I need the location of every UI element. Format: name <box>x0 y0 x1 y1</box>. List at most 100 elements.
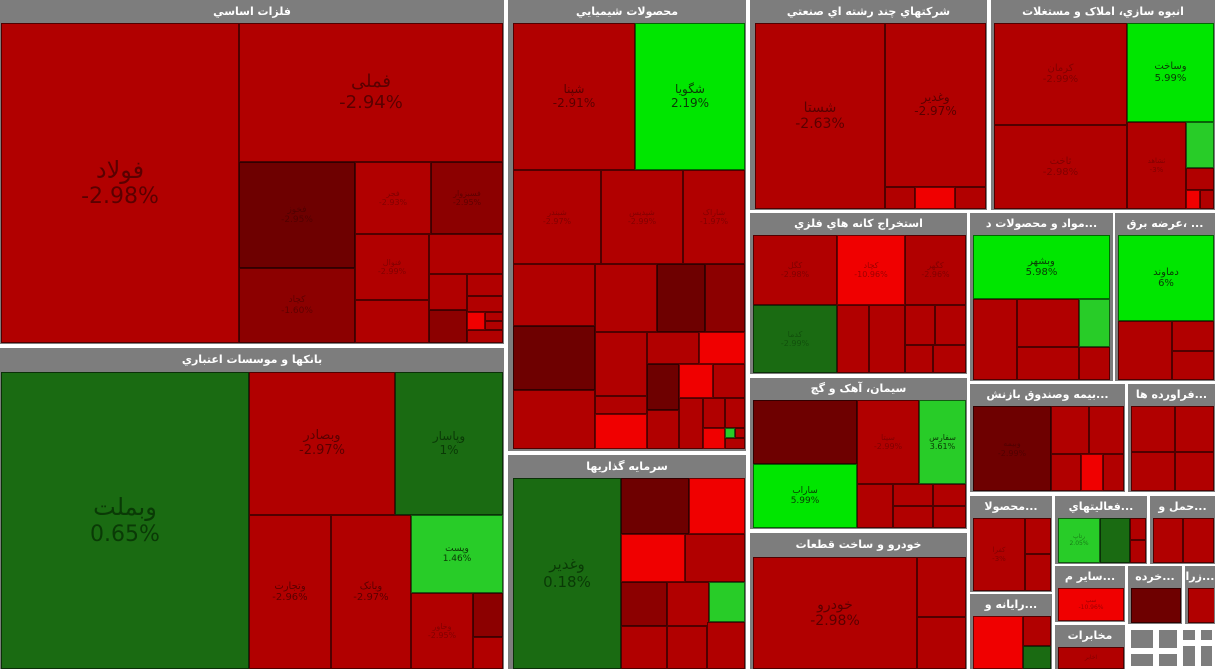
stock-tile[interactable] <box>1025 518 1051 554</box>
stock-tile[interactable] <box>1131 406 1175 452</box>
stock-tile[interactable] <box>595 332 647 396</box>
stock-tile[interactable] <box>1188 588 1214 623</box>
stock-tile[interactable] <box>513 264 595 326</box>
stock-tile[interactable] <box>1079 299 1110 347</box>
stock-tile[interactable] <box>1175 406 1214 452</box>
stock-tile[interactable] <box>699 332 745 364</box>
stock-tile[interactable] <box>1156 627 1180 651</box>
stock-tile-vsakht[interactable]: وساخت 5.99% <box>1127 23 1214 122</box>
sector-telecom[interactable]: مخابرات اخابر <box>1055 625 1125 669</box>
stock-tile[interactable] <box>1081 454 1103 491</box>
stock-tile[interactable]: کرمان -2.99% <box>994 23 1127 125</box>
stock-tile[interactable] <box>709 582 745 622</box>
sector-multi-industry[interactable]: شرکتهاي چند رشته اي صنعتي شستا -2.63% وغ… <box>750 0 987 210</box>
stock-tile[interactable] <box>705 264 745 332</box>
stock-tile[interactable] <box>933 484 966 506</box>
stock-tile[interactable] <box>467 330 503 343</box>
stock-tile[interactable]: وبیمه -2.99% <box>973 406 1051 491</box>
stock-tile[interactable]: کفرا -3% <box>973 518 1025 591</box>
sector-investments[interactable]: سرمايه گذاريها وغدیر 0.18% <box>508 455 746 669</box>
stock-tile-dmavand[interactable]: دماوند 6% <box>1118 235 1214 321</box>
stock-tile[interactable]: سیتا -2.99% <box>857 400 919 484</box>
stock-tile-vpost[interactable]: وپست 1.46% <box>411 515 503 593</box>
stock-tile[interactable] <box>1017 299 1079 347</box>
stock-tile[interactable] <box>893 484 933 506</box>
stock-tile[interactable] <box>735 428 745 438</box>
stock-tile[interactable] <box>513 326 595 390</box>
stock-tile[interactable] <box>893 506 933 528</box>
stock-tile[interactable] <box>753 400 857 464</box>
stock-tile[interactable] <box>1051 406 1089 454</box>
stock-tile[interactable] <box>621 478 689 534</box>
stock-tile[interactable] <box>1130 540 1146 563</box>
stock-tile[interactable] <box>1131 452 1175 491</box>
stock-tile[interactable] <box>467 274 503 296</box>
stock-tile[interactable] <box>1051 454 1081 491</box>
stock-tile[interactable] <box>1089 406 1124 454</box>
stock-tile[interactable] <box>513 390 595 449</box>
stock-tile-vbsader[interactable]: وبصادر -2.97% <box>249 372 395 515</box>
stock-tile[interactable] <box>1175 452 1214 491</box>
stock-tile[interactable] <box>1198 627 1215 643</box>
stock-tile[interactable] <box>1172 351 1214 380</box>
stock-tile[interactable] <box>933 345 966 373</box>
stock-tile[interactable] <box>1172 321 1214 351</box>
sector-retail[interactable]: خرده... <box>1128 566 1182 624</box>
stock-tile[interactable] <box>1025 554 1051 591</box>
stock-tile[interactable] <box>915 187 955 209</box>
sector-small-group[interactable] <box>1128 627 1215 669</box>
stock-tile[interactable]: شاراک -1.97% <box>683 170 745 264</box>
stock-tile[interactable]: کدما -2.99% <box>753 305 837 373</box>
stock-tile[interactable] <box>725 438 745 449</box>
stock-tile[interactable] <box>647 364 679 410</box>
stock-tile[interactable]: ثاخت -2.98% <box>994 125 1127 209</box>
stock-tile-fameli[interactable]: فملی -2.94% <box>239 23 503 162</box>
stock-tile[interactable] <box>473 637 503 669</box>
stock-tile[interactable] <box>621 582 667 626</box>
stock-tile-vpasar[interactable]: وپاسار 1% <box>395 372 503 515</box>
stock-tile[interactable]: کگهر -2.96% <box>905 235 966 305</box>
stock-tile[interactable] <box>917 617 966 669</box>
stock-tile[interactable] <box>869 305 905 373</box>
stock-tile-foolad[interactable]: فولاد -2.98% <box>1 23 239 343</box>
sector-construction[interactable]: انبوه سازي، املاک و مستغلات کرمان -2.99%… <box>991 0 1215 210</box>
stock-tile[interactable] <box>1200 190 1214 209</box>
sector-chemicals[interactable]: محصولات شيميايي شپنا -2.91% شگویا 2.19% … <box>508 0 746 451</box>
stock-tile[interactable] <box>917 557 966 617</box>
stock-tile[interactable]: ثشاهد -3% <box>1127 122 1186 209</box>
stock-tile[interactable]: فسبزوار -2.95% <box>431 162 503 234</box>
stock-tile[interactable] <box>837 305 869 373</box>
stock-tile[interactable] <box>473 593 503 637</box>
sector-products[interactable]: محصولا... کفرا -3% <box>970 496 1052 592</box>
stock-tile[interactable] <box>905 345 933 373</box>
stock-tile-vtjarat[interactable]: وتجارت -2.96% <box>249 515 331 669</box>
stock-tile[interactable] <box>1128 627 1156 651</box>
stock-tile[interactable] <box>1079 347 1110 380</box>
stock-tile[interactable] <box>595 264 657 332</box>
sector-computer[interactable]: رايانه و... <box>970 594 1052 669</box>
stock-tile[interactable] <box>905 305 935 345</box>
stock-tile[interactable] <box>1131 588 1181 623</box>
stock-tile[interactable] <box>973 299 1017 380</box>
stock-tile-vghadir[interactable]: وغدیر 0.18% <box>513 478 621 669</box>
stock-tile[interactable] <box>467 296 503 312</box>
sector-metal-ore-mining[interactable]: استخراج کانه هاي فلزي کگل -2.98% کچاد -1… <box>750 213 967 374</box>
stock-tile[interactable]: فخوز -2.95% <box>239 162 355 268</box>
stock-tile[interactable] <box>973 616 1023 669</box>
sector-activities[interactable]: فعاليتهاي... رتاپ 2.05% <box>1055 496 1147 564</box>
stock-tile[interactable] <box>1198 643 1215 669</box>
stock-tile[interactable] <box>1100 518 1130 563</box>
stock-tile[interactable] <box>885 187 915 209</box>
stock-tile[interactable] <box>1180 627 1198 643</box>
stock-tile[interactable] <box>647 410 679 449</box>
stock-tile[interactable] <box>429 274 467 310</box>
stock-tile-sfars[interactable]: سفارس 3.61% <box>919 400 966 484</box>
stock-tile[interactable] <box>857 484 893 528</box>
stock-tile[interactable] <box>429 234 503 274</box>
stock-tile-vbeshehr[interactable]: وبشهر 5.98% <box>973 235 1110 299</box>
sector-power-supply[interactable]: عرضه برق، ... دماوند 6% <box>1115 213 1215 381</box>
stock-tile[interactable] <box>689 478 745 534</box>
stock-tile[interactable] <box>1128 651 1156 669</box>
stock-tile-shpna[interactable]: شپنا -2.91% <box>513 23 635 170</box>
stock-tile[interactable] <box>667 626 707 669</box>
